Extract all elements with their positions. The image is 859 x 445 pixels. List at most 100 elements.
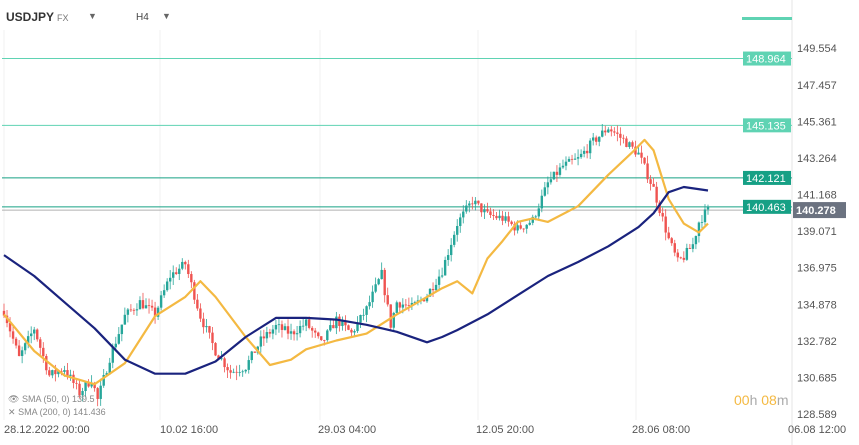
price-level-label: 142.121 <box>746 173 786 185</box>
sma200-legend[interactable]: ✕ SMA (200, 0) 141.436 <box>8 407 106 418</box>
candle <box>537 203 540 222</box>
candle-body <box>93 382 96 389</box>
candle-body <box>383 269 386 296</box>
candle-body <box>610 129 613 132</box>
candle-body <box>144 305 148 309</box>
sma50-legend[interactable]: 👁 SMA (50, 0) 139.5 <box>8 394 95 405</box>
candle-body <box>459 217 462 227</box>
candle-body <box>8 323 12 332</box>
candle <box>386 287 389 307</box>
candle <box>628 141 631 149</box>
candle-body <box>552 171 556 180</box>
candle <box>17 340 21 357</box>
candle <box>646 155 649 183</box>
candle-body <box>42 347 45 357</box>
candle <box>181 258 184 271</box>
candle-body <box>392 312 395 328</box>
candle <box>175 267 178 276</box>
candle-body <box>141 300 145 309</box>
candle-body <box>546 182 550 188</box>
candle <box>480 203 483 217</box>
candle <box>341 316 344 331</box>
y-tick-label: 145.361 <box>797 116 837 128</box>
candle-body <box>531 216 534 223</box>
price-level-tag[interactable] <box>743 118 791 133</box>
candle-body <box>428 288 432 297</box>
candle-body <box>534 216 537 218</box>
candle <box>202 312 205 334</box>
candle-body <box>625 138 628 147</box>
candle <box>362 308 365 321</box>
candle <box>374 277 377 294</box>
candle-body <box>123 314 127 325</box>
candle-body <box>111 347 114 363</box>
candle <box>45 353 48 375</box>
candle <box>178 264 181 281</box>
legend-eye-icon[interactable]: 👁 <box>8 394 20 404</box>
candle <box>443 256 447 276</box>
candle-body <box>570 158 574 160</box>
candle-body <box>105 373 108 376</box>
sma50-line[interactable] <box>3 138 709 386</box>
candle-body <box>519 225 522 229</box>
candle <box>613 127 616 136</box>
candle-body <box>483 209 486 213</box>
candle-body <box>168 277 172 282</box>
candle-body <box>543 187 547 196</box>
candle <box>329 319 332 332</box>
legend-close-icon[interactable]: ✕ <box>8 407 16 417</box>
candle <box>14 336 18 349</box>
candle <box>682 251 686 263</box>
candle-body <box>462 211 465 218</box>
candle-body <box>150 305 154 308</box>
timeframe-selector[interactable]: H4 <box>136 12 149 23</box>
candle <box>232 368 235 374</box>
candle <box>691 237 695 253</box>
candle-body <box>202 318 205 328</box>
price-level-label: 145.135 <box>746 120 786 132</box>
candle <box>676 249 679 262</box>
candle <box>673 239 676 257</box>
candle-body <box>226 367 229 371</box>
candle-body <box>579 153 583 158</box>
candle-body <box>558 167 562 175</box>
timeframe-dropdown-icon[interactable]: ▼ <box>162 11 171 21</box>
candle-body <box>471 203 474 205</box>
candle <box>193 279 196 304</box>
candle <box>706 204 710 215</box>
candle-body <box>310 327 314 331</box>
symbol-dropdown-icon[interactable]: ▼ <box>88 11 97 21</box>
candle-body <box>640 152 643 158</box>
candle-body <box>667 232 670 239</box>
candle <box>280 320 284 338</box>
candle <box>585 144 589 159</box>
candle-body <box>643 157 646 164</box>
candle-body <box>694 236 698 245</box>
candle-body <box>244 369 247 372</box>
candle-body <box>691 244 695 249</box>
candle <box>317 331 320 339</box>
candle-body <box>262 336 266 339</box>
candle <box>449 238 453 262</box>
candle-body <box>238 372 241 373</box>
candle-body <box>498 215 501 219</box>
candle <box>235 365 238 381</box>
candle-body <box>205 326 208 328</box>
candle-body <box>96 388 99 399</box>
candle <box>286 319 290 340</box>
symbol-selector[interactable]: USDJPY FX <box>6 10 69 24</box>
candle-body <box>153 307 157 317</box>
candle-body <box>549 179 553 183</box>
candle <box>564 156 568 171</box>
candle-body <box>522 228 525 230</box>
sma200-line[interactable] <box>3 185 709 375</box>
price-level-tag[interactable] <box>743 199 791 214</box>
countdown-minutes-unit: m <box>776 392 789 408</box>
y-tick-label: 149.554 <box>797 43 837 55</box>
candle-body <box>265 332 269 339</box>
candle-body <box>588 140 592 154</box>
price-level-tag[interactable] <box>743 51 791 66</box>
candle-body <box>525 224 528 229</box>
price-level-tag[interactable] <box>743 170 791 185</box>
